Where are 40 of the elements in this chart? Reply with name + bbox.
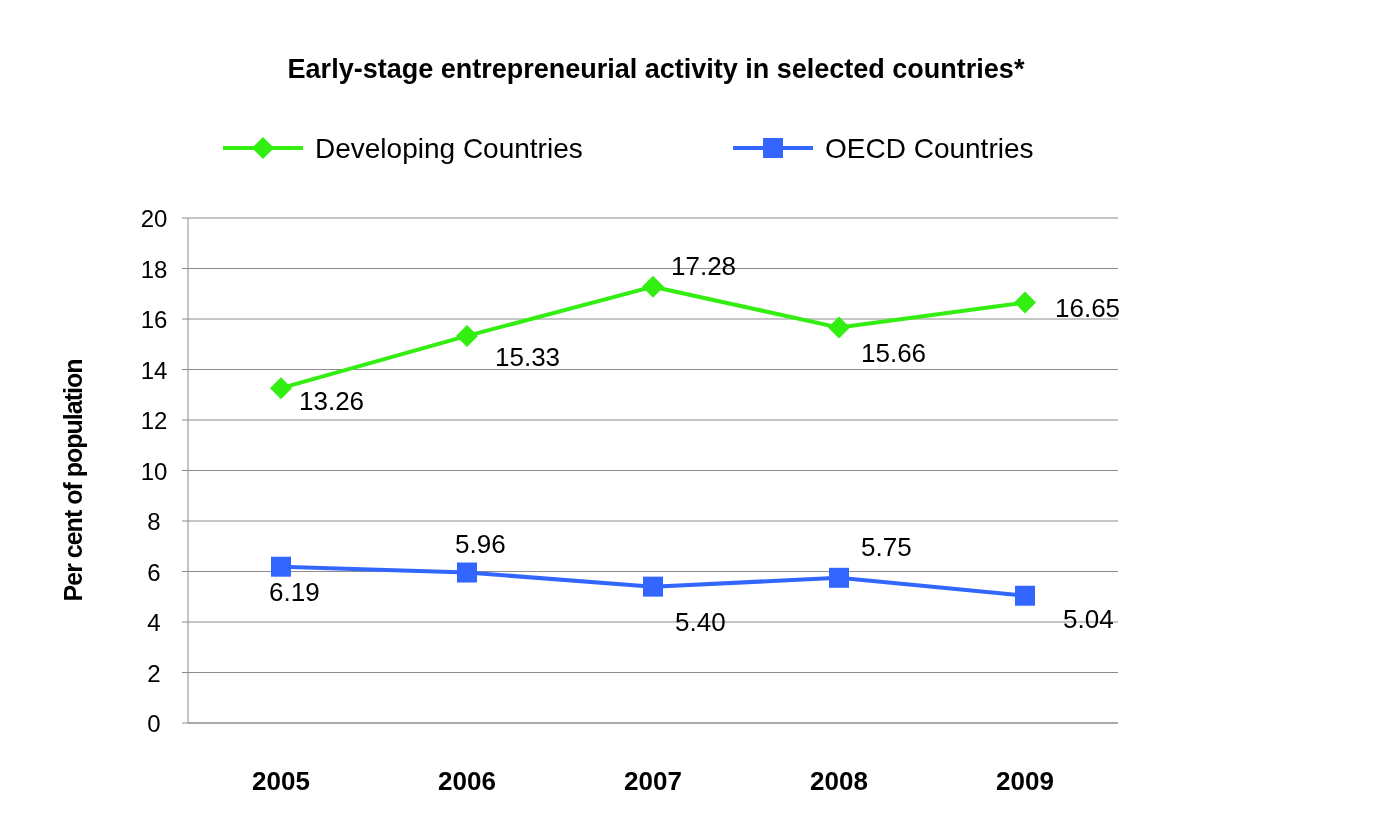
point — [270, 377, 292, 400]
legend-label: Developing Countries — [315, 133, 583, 164]
point — [457, 562, 477, 583]
point — [271, 556, 291, 577]
y-tick-label: 20 — [140, 205, 168, 232]
y-tick-label: 10 — [140, 457, 168, 485]
data-label: 16.65 — [1055, 292, 1121, 323]
point — [456, 324, 478, 347]
data-label: 5.04 — [1063, 603, 1114, 634]
data-label: 5.75 — [861, 531, 912, 562]
chart-title: Early-stage entrepreneurial activity in selected countries* — [287, 54, 1025, 84]
x-tick-label: 2009 — [996, 766, 1054, 796]
point — [1014, 291, 1036, 314]
data-label: 5.40 — [675, 606, 726, 637]
data-label: 15.33 — [495, 341, 561, 372]
point — [828, 316, 850, 339]
y-tick-label: 6 — [147, 558, 161, 586]
data-label: 17.28 — [671, 250, 737, 281]
y-tick-label: 8 — [147, 508, 161, 535]
y-tick-label: 0 — [147, 710, 161, 737]
x-tick-label: 2007 — [624, 766, 682, 796]
y-axis-title: Per cent of population — [59, 359, 87, 602]
data-label: 6.19 — [269, 576, 320, 607]
y-tick-label: 16 — [140, 306, 168, 333]
legend-label: OECD Countries — [825, 133, 1034, 164]
y-tick-label: 12 — [140, 407, 168, 434]
x-tick-label: 2005 — [252, 766, 310, 796]
y-tick-label: 2 — [147, 659, 161, 687]
data-label: 15.66 — [861, 337, 927, 368]
y-tick-label: 14 — [140, 356, 168, 384]
x-tick-label: 2008 — [810, 766, 868, 796]
point — [829, 567, 849, 588]
point — [643, 576, 663, 597]
data-label: 5.96 — [455, 528, 506, 559]
point — [1015, 585, 1035, 606]
x-tick-label: 2006 — [438, 766, 496, 796]
y-tick-label: 4 — [147, 609, 161, 636]
point — [642, 275, 664, 298]
y-tick-label: 18 — [140, 255, 168, 283]
data-label: 13.26 — [299, 386, 365, 417]
